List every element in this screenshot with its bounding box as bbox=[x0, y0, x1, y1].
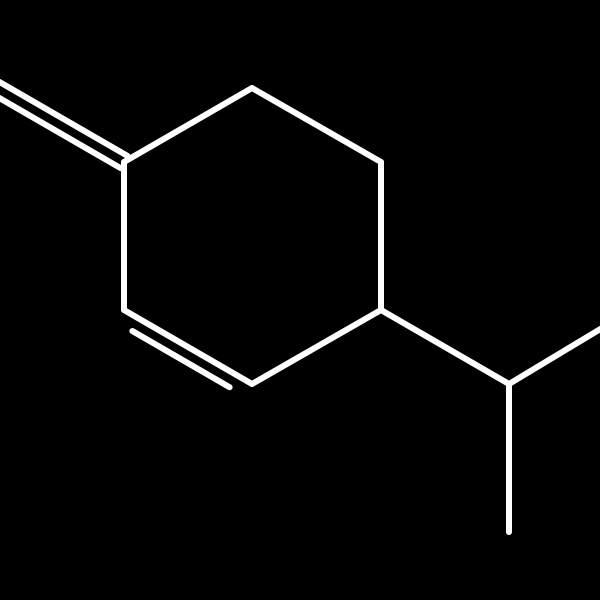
bond-line bbox=[381, 310, 509, 384]
bond-line bbox=[0, 94, 120, 168]
bond-line bbox=[132, 331, 229, 387]
molecule-diagram bbox=[0, 0, 600, 600]
bond-line bbox=[124, 310, 252, 384]
bond-line bbox=[509, 310, 600, 384]
bond-line bbox=[252, 88, 381, 162]
bond-layer bbox=[0, 82, 600, 532]
bond-line bbox=[252, 310, 381, 384]
bond-line bbox=[124, 88, 252, 162]
bond-line bbox=[0, 82, 128, 156]
